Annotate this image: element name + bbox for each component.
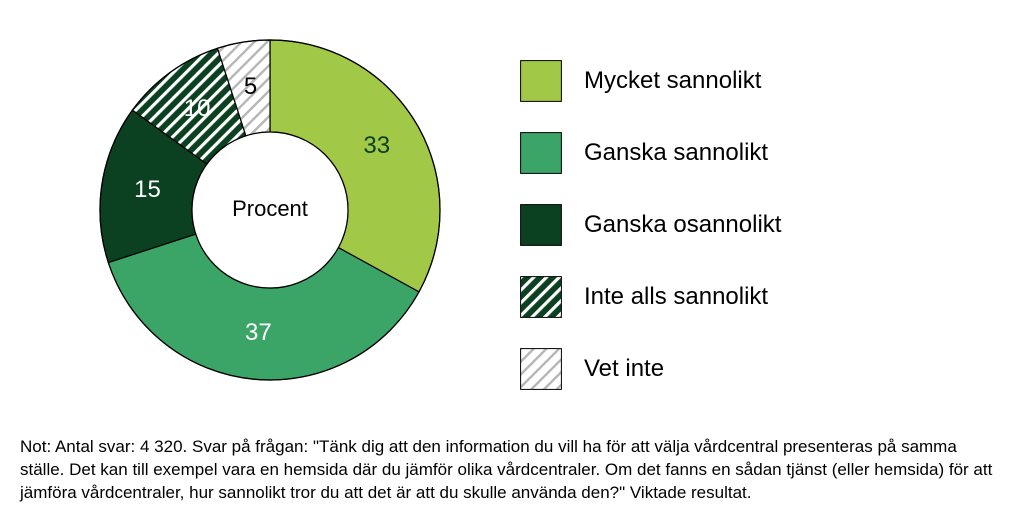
slice-label-2: 15 xyxy=(134,176,161,203)
legend-label-0: Mycket sannolikt xyxy=(584,67,761,95)
footnote-text: Not: Antal svar: 4 320. Svar på frågan: … xyxy=(20,436,1004,505)
legend-item-1: Ganska sannolikt xyxy=(520,132,1004,174)
legend-label-1: Ganska sannolikt xyxy=(584,139,768,167)
legend-label-2: Ganska osannolikt xyxy=(584,211,781,239)
legend: Mycket sannolikt Ganska sannolikt Ganska o… xyxy=(520,10,1004,420)
legend-label-3: Inte alls sannolikt xyxy=(584,283,768,311)
legend-item-0: Mycket sannolikt xyxy=(520,60,1004,102)
chart-center-label: Procent xyxy=(232,196,308,221)
slice-label-3: 10 xyxy=(184,95,211,122)
legend-swatch-2 xyxy=(520,204,562,246)
legend-item-2: Ganska osannolikt xyxy=(520,204,1004,246)
legend-swatch-0 xyxy=(520,60,562,102)
slice-label-1: 37 xyxy=(245,319,272,346)
legend-item-4: Vet inte xyxy=(520,348,1004,390)
slice-label-4: 5 xyxy=(244,73,257,100)
donut-chart: 33 37 15 10 5 Procent xyxy=(20,10,520,430)
legend-item-3: Inte alls sannolikt xyxy=(520,276,1004,318)
legend-swatch-4 xyxy=(520,348,562,390)
legend-swatch-1 xyxy=(520,132,562,174)
slice-label-0: 33 xyxy=(363,132,390,159)
legend-label-4: Vet inte xyxy=(584,355,664,383)
legend-swatch-3 xyxy=(520,276,562,318)
